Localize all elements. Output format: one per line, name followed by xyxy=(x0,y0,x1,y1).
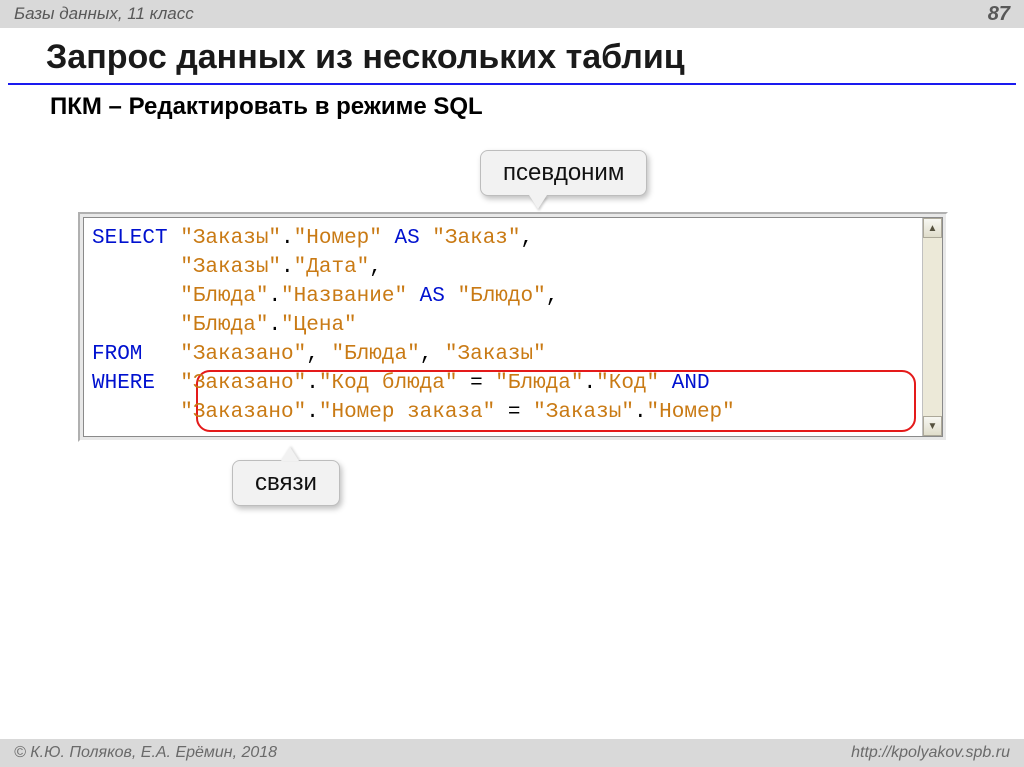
slide-footer: © К.Ю. Поляков, Е.А. Ерёмин, 2018 http:/… xyxy=(0,739,1024,767)
page-number: 87 xyxy=(988,3,1010,26)
sql-code: SELECT "Заказы"."Номер" AS "Заказ", "Зак… xyxy=(92,224,934,427)
sql-editor[interactable]: SELECT "Заказы"."Номер" AS "Заказ", "Зак… xyxy=(83,217,943,437)
callout-alias: псевдоним xyxy=(480,150,647,196)
sql-editor-frame: SELECT "Заказы"."Номер" AS "Заказ", "Зак… xyxy=(78,212,948,442)
footer-url: http://kpolyakov.spb.ru xyxy=(851,744,1010,762)
page-title: Запрос данных из нескольких таблиц xyxy=(8,28,1016,85)
slide-header: Базы данных, 11 класс 87 xyxy=(0,0,1024,28)
subtitle: ПКМ – Редактировать в режиме SQL xyxy=(0,85,1024,121)
course-label: Базы данных, 11 класс xyxy=(14,4,194,24)
footer-authors: © К.Ю. Поляков, Е.А. Ерёмин, 2018 xyxy=(14,744,277,762)
callout-joins: связи xyxy=(232,460,340,506)
